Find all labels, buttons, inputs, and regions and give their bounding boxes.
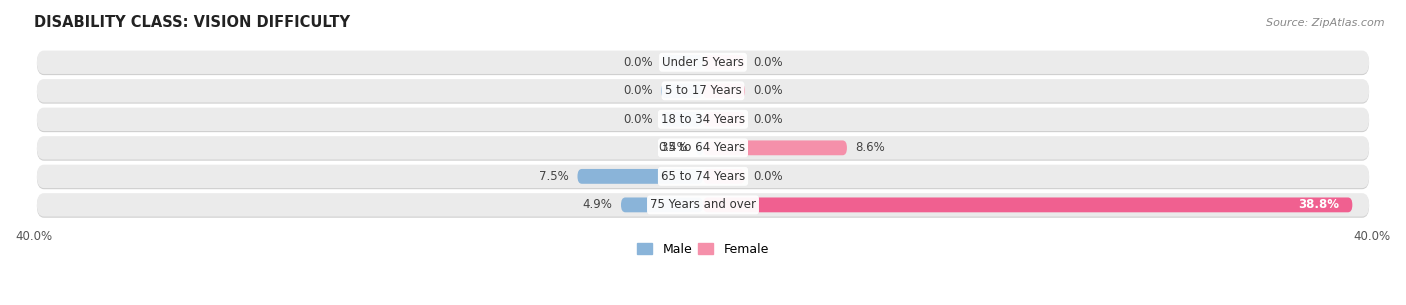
FancyBboxPatch shape [37, 137, 1369, 161]
FancyBboxPatch shape [37, 165, 1369, 188]
FancyBboxPatch shape [37, 52, 1369, 75]
Text: 5 to 17 Years: 5 to 17 Years [665, 84, 741, 97]
Text: Under 5 Years: Under 5 Years [662, 56, 744, 69]
FancyBboxPatch shape [703, 197, 1353, 212]
Text: 0.0%: 0.0% [754, 56, 783, 69]
FancyBboxPatch shape [37, 166, 1369, 189]
Text: 0.0%: 0.0% [754, 84, 783, 97]
Text: 4.9%: 4.9% [582, 198, 613, 211]
FancyBboxPatch shape [37, 194, 1369, 218]
Text: 0.0%: 0.0% [754, 170, 783, 183]
Text: 0.0%: 0.0% [623, 113, 652, 126]
Text: 0.4%: 0.4% [658, 141, 688, 154]
FancyBboxPatch shape [37, 80, 1369, 104]
FancyBboxPatch shape [37, 136, 1369, 160]
Text: 0.0%: 0.0% [623, 84, 652, 97]
Text: 35 to 64 Years: 35 to 64 Years [661, 141, 745, 154]
FancyBboxPatch shape [621, 197, 703, 212]
Text: 75 Years and over: 75 Years and over [650, 198, 756, 211]
FancyBboxPatch shape [696, 140, 703, 155]
Text: DISABILITY CLASS: VISION DIFFICULTY: DISABILITY CLASS: VISION DIFFICULTY [34, 15, 350, 30]
FancyBboxPatch shape [37, 109, 1369, 132]
Text: 7.5%: 7.5% [540, 170, 569, 183]
FancyBboxPatch shape [703, 169, 745, 184]
FancyBboxPatch shape [578, 169, 703, 184]
FancyBboxPatch shape [661, 55, 703, 70]
FancyBboxPatch shape [37, 193, 1369, 217]
Text: 0.0%: 0.0% [754, 113, 783, 126]
Text: 38.8%: 38.8% [1298, 198, 1339, 211]
Text: 0.0%: 0.0% [623, 56, 652, 69]
FancyBboxPatch shape [37, 79, 1369, 102]
Text: 18 to 34 Years: 18 to 34 Years [661, 113, 745, 126]
FancyBboxPatch shape [703, 140, 846, 155]
Text: 65 to 74 Years: 65 to 74 Years [661, 170, 745, 183]
FancyBboxPatch shape [703, 55, 745, 70]
Text: 8.6%: 8.6% [855, 141, 884, 154]
FancyBboxPatch shape [37, 51, 1369, 74]
FancyBboxPatch shape [37, 108, 1369, 131]
FancyBboxPatch shape [661, 83, 703, 98]
Legend: Male, Female: Male, Female [633, 238, 773, 261]
FancyBboxPatch shape [661, 112, 703, 127]
FancyBboxPatch shape [703, 83, 745, 98]
Text: Source: ZipAtlas.com: Source: ZipAtlas.com [1267, 18, 1385, 28]
FancyBboxPatch shape [703, 112, 745, 127]
